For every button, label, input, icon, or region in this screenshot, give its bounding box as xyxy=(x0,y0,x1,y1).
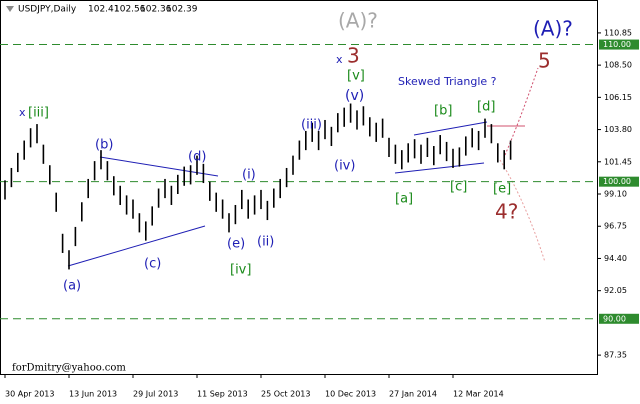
y-tick-label: 99.10 xyxy=(604,190,627,199)
y-tick-label: 110.85 xyxy=(604,28,632,37)
wave-label: [iii] xyxy=(28,106,49,121)
symbol-icon xyxy=(6,6,14,12)
x-tick-label: 30 Apr 2013 xyxy=(5,390,54,399)
quote-low: 102.36 xyxy=(140,5,172,15)
wave-label: [c] xyxy=(450,180,467,195)
x-tick-label: 10 Dec 2013 xyxy=(325,390,376,399)
x-tick-label: 29 Jul 2013 xyxy=(133,390,178,399)
wave-label: (A)? xyxy=(338,9,378,33)
wave-label: x xyxy=(336,53,343,66)
wave-label: (c) xyxy=(144,257,161,272)
y-tick-label: 96.75 xyxy=(604,222,627,231)
watermark: forDmitry@yahoo.com xyxy=(12,363,126,374)
wave-label: [a] xyxy=(395,192,413,207)
wave-label: (b) xyxy=(95,138,113,153)
trendlines xyxy=(67,121,488,267)
x-tick-label: 11 Sep 2013 xyxy=(197,390,248,399)
quote-high: 102.56 xyxy=(114,5,146,15)
y-tick-label: 87.35 xyxy=(604,351,627,360)
level-label: 100.00 xyxy=(603,177,631,186)
wave-label: [d] xyxy=(477,100,495,115)
y-tick-label: 92.05 xyxy=(604,286,627,295)
x-tick-label: 13 Jun 2013 xyxy=(69,390,117,399)
chart-title: USDJPY,Daily xyxy=(18,5,77,15)
wave-label: [v] xyxy=(347,69,365,84)
quote-open: 102.41 xyxy=(88,5,120,15)
wave-label: (e) xyxy=(227,237,245,252)
wave-label: (v) xyxy=(345,88,364,104)
y-tick-label: 94.40 xyxy=(604,254,627,263)
level-label: 110.00 xyxy=(603,40,631,49)
plot-frame xyxy=(0,0,598,375)
wave-label: [b] xyxy=(434,104,452,119)
wave-label: [e] xyxy=(493,182,511,197)
y-tick-label: 106.15 xyxy=(604,93,632,102)
wave-label: Skewed Triangle ? xyxy=(398,75,497,88)
wave-label: x xyxy=(19,106,26,119)
level-box xyxy=(599,39,639,50)
wave-label: (ii) xyxy=(257,235,274,250)
wave-label: (A)? xyxy=(533,17,573,41)
y-tick-label: 103.80 xyxy=(604,125,632,134)
wave-label: (d) xyxy=(188,150,206,165)
wave-label: (a) xyxy=(63,279,81,294)
wave-label: [iv] xyxy=(230,263,251,278)
y-tick-label: 108.50 xyxy=(604,61,632,70)
wave-label: 5 xyxy=(538,49,551,73)
wave-label: (iv) xyxy=(334,159,355,174)
wave-label: (iii) xyxy=(301,118,322,133)
quote-close: 102.39 xyxy=(166,5,198,15)
wave-label: 4? xyxy=(495,200,518,224)
forecast-lines xyxy=(487,67,546,263)
level-box xyxy=(599,313,639,324)
x-tick-label: 27 Jan 2014 xyxy=(389,390,437,399)
y-tick-label: 101.45 xyxy=(604,157,632,166)
wave-label: (i) xyxy=(242,168,256,183)
x-tick-label: 25 Oct 2013 xyxy=(261,390,310,399)
wave-label: 3 xyxy=(347,44,360,68)
level-box xyxy=(599,176,639,187)
level-label: 90.00 xyxy=(603,314,626,323)
x-tick-label: 12 Mar 2014 xyxy=(453,390,504,399)
